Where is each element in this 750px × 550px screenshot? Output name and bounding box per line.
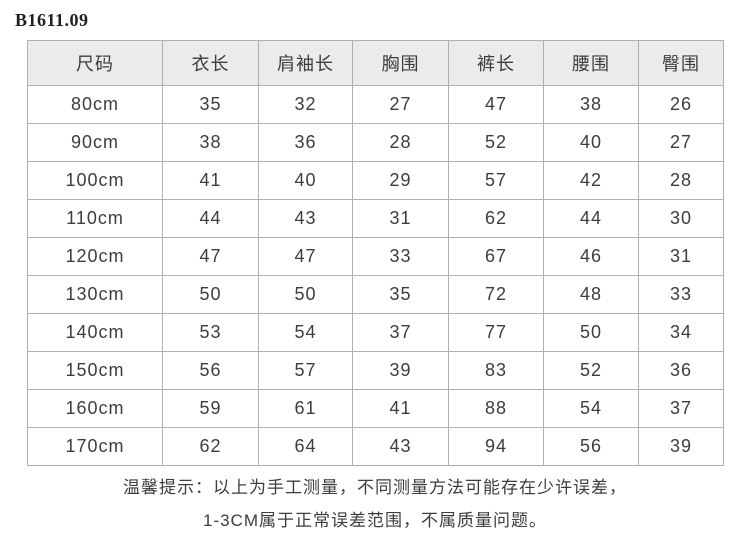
measurement-cell: 43 bbox=[352, 427, 449, 466]
table-row: 130cm 50 50 35 72 48 33 bbox=[27, 275, 724, 314]
size-cell: 160cm bbox=[27, 389, 163, 428]
measurement-disclaimer: 温馨提示：以上为手工测量，不同测量方法可能存在少许误差， 1-3CM属于正常误差… bbox=[0, 471, 750, 537]
size-chart-table: 尺码 衣长 肩袖长 胸围 裤长 腰围 臀围 80cm 35 32 27 47 38 26 90… bbox=[27, 40, 724, 466]
measurement-cell: 38 bbox=[162, 123, 259, 162]
measurement-cell: 48 bbox=[543, 275, 639, 314]
measurement-cell: 67 bbox=[448, 237, 544, 276]
size-cell: 100cm bbox=[27, 161, 163, 200]
header-row: 尺码 衣长 肩袖长 胸围 裤长 腰围 臀围 bbox=[27, 40, 724, 86]
measurement-cell: 50 bbox=[258, 275, 353, 314]
measurement-cell: 33 bbox=[638, 275, 724, 314]
table-row: 120cm 47 47 33 67 46 31 bbox=[27, 237, 724, 276]
measurement-cell: 47 bbox=[162, 237, 259, 276]
column-header-chest: 胸围 bbox=[352, 40, 449, 86]
measurement-cell: 53 bbox=[162, 313, 259, 352]
measurement-cell: 59 bbox=[162, 389, 259, 428]
measurement-cell: 62 bbox=[162, 427, 259, 466]
size-cell: 120cm bbox=[27, 237, 163, 276]
measurement-cell: 35 bbox=[352, 275, 449, 314]
measurement-cell: 39 bbox=[352, 351, 449, 390]
measurement-cell: 77 bbox=[448, 313, 544, 352]
size-chart-header: 尺码 衣长 肩袖长 胸围 裤长 腰围 臀围 bbox=[27, 40, 724, 86]
table-row: 150cm 56 57 39 83 52 36 bbox=[27, 351, 724, 390]
measurement-cell: 64 bbox=[258, 427, 353, 466]
measurement-cell: 56 bbox=[543, 427, 639, 466]
column-header-waist: 腰围 bbox=[543, 40, 639, 86]
measurement-cell: 32 bbox=[258, 85, 353, 124]
measurement-cell: 35 bbox=[162, 85, 259, 124]
measurement-cell: 31 bbox=[352, 199, 449, 238]
measurement-cell: 40 bbox=[543, 123, 639, 162]
column-header-pants-length: 裤长 bbox=[448, 40, 544, 86]
measurement-cell: 62 bbox=[448, 199, 544, 238]
measurement-cell: 44 bbox=[543, 199, 639, 238]
size-cell: 90cm bbox=[27, 123, 163, 162]
measurement-cell: 37 bbox=[352, 313, 449, 352]
size-cell: 170cm bbox=[27, 427, 163, 466]
measurement-cell: 47 bbox=[448, 85, 544, 124]
disclaimer-line-2: 1-3CM属于正常误差范围，不属质量问题。 bbox=[202, 511, 547, 530]
product-code: B1611.09 bbox=[15, 10, 89, 30]
table-row: 80cm 35 32 27 47 38 26 bbox=[27, 85, 724, 124]
column-header-size: 尺码 bbox=[27, 40, 163, 86]
measurement-cell: 42 bbox=[543, 161, 639, 200]
measurement-cell: 46 bbox=[543, 237, 639, 276]
measurement-cell: 54 bbox=[543, 389, 639, 428]
column-header-shoulder-sleeve: 肩袖长 bbox=[258, 40, 353, 86]
measurement-cell: 30 bbox=[638, 199, 724, 238]
table-row: 100cm 41 40 29 57 42 28 bbox=[27, 161, 724, 200]
size-cell: 150cm bbox=[27, 351, 163, 390]
measurement-cell: 44 bbox=[162, 199, 259, 238]
table-row: 160cm 59 61 41 88 54 37 bbox=[27, 389, 724, 428]
measurement-cell: 50 bbox=[162, 275, 259, 314]
measurement-cell: 52 bbox=[543, 351, 639, 390]
size-cell: 140cm bbox=[27, 313, 163, 352]
measurement-cell: 31 bbox=[638, 237, 724, 276]
measurement-cell: 54 bbox=[258, 313, 353, 352]
measurement-cell: 36 bbox=[638, 351, 724, 390]
disclaimer-line-1: 温馨提示：以上为手工测量，不同测量方法可能存在少许误差， bbox=[123, 478, 627, 497]
measurement-cell: 47 bbox=[258, 237, 353, 276]
size-chart-body: 80cm 35 32 27 47 38 26 90cm 38 36 28 52 40 27 100cm 41 4… bbox=[27, 85, 724, 466]
measurement-cell: 38 bbox=[543, 85, 639, 124]
measurement-cell: 39 bbox=[638, 427, 724, 466]
measurement-cell: 34 bbox=[638, 313, 724, 352]
measurement-cell: 52 bbox=[448, 123, 544, 162]
measurement-cell: 41 bbox=[162, 161, 259, 200]
measurement-cell: 61 bbox=[258, 389, 353, 428]
measurement-cell: 56 bbox=[162, 351, 259, 390]
measurement-cell: 28 bbox=[638, 161, 724, 200]
column-header-hip: 臀围 bbox=[638, 40, 724, 86]
measurement-cell: 36 bbox=[258, 123, 353, 162]
measurement-cell: 28 bbox=[352, 123, 449, 162]
measurement-cell: 37 bbox=[638, 389, 724, 428]
measurement-cell: 57 bbox=[258, 351, 353, 390]
table-row: 110cm 44 43 31 62 44 30 bbox=[27, 199, 724, 238]
measurement-cell: 40 bbox=[258, 161, 353, 200]
measurement-cell: 27 bbox=[352, 85, 449, 124]
measurement-cell: 26 bbox=[638, 85, 724, 124]
measurement-cell: 88 bbox=[448, 389, 544, 428]
measurement-cell: 29 bbox=[352, 161, 449, 200]
size-cell: 110cm bbox=[27, 199, 163, 238]
measurement-cell: 83 bbox=[448, 351, 544, 390]
measurement-cell: 33 bbox=[352, 237, 449, 276]
column-header-garment-length: 衣长 bbox=[162, 40, 259, 86]
measurement-cell: 57 bbox=[448, 161, 544, 200]
size-cell: 130cm bbox=[27, 275, 163, 314]
table-row: 140cm 53 54 37 77 50 34 bbox=[27, 313, 724, 352]
measurement-cell: 27 bbox=[638, 123, 724, 162]
size-cell: 80cm bbox=[27, 85, 163, 124]
measurement-cell: 94 bbox=[448, 427, 544, 466]
measurement-cell: 72 bbox=[448, 275, 544, 314]
measurement-cell: 50 bbox=[543, 313, 639, 352]
table-row: 90cm 38 36 28 52 40 27 bbox=[27, 123, 724, 162]
table-row: 170cm 62 64 43 94 56 39 bbox=[27, 427, 724, 466]
measurement-cell: 43 bbox=[258, 199, 353, 238]
measurement-cell: 41 bbox=[352, 389, 449, 428]
